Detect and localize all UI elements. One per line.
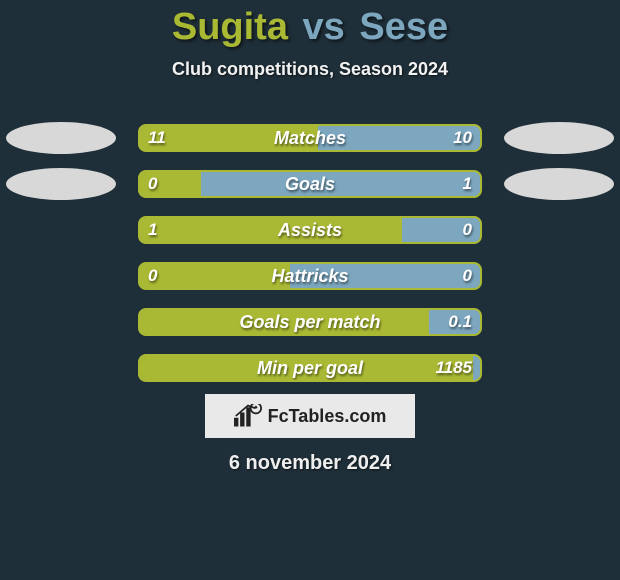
stat-value-left: 0 — [148, 264, 157, 288]
stat-bar-fill — [140, 126, 318, 150]
fctables-label: FcTables.com — [268, 406, 387, 427]
stat-bar: 1185Min per goal — [138, 354, 482, 382]
player2-ellipse — [504, 122, 614, 154]
stat-bar: 0.1Goals per match — [138, 308, 482, 336]
stat-row: 10Assists — [0, 208, 620, 254]
stat-row: 00Hattricks — [0, 254, 620, 300]
stat-bar-fill — [140, 356, 473, 380]
title-player1: Sugita — [172, 6, 288, 48]
stat-value-left: 11 — [148, 126, 166, 150]
stat-row: 0.1Goals per match — [0, 300, 620, 346]
page-title: Sugita vs Sese — [0, 0, 620, 49]
player1-ellipse — [6, 122, 116, 154]
stat-bar-fill — [140, 264, 290, 288]
stat-value-right: 1185 — [435, 356, 472, 380]
generated-date: 6 november 2024 — [0, 452, 620, 475]
stat-row: 1185Min per goal — [0, 346, 620, 392]
title-vs: vs — [303, 6, 345, 48]
stat-row: 1110Matches — [0, 116, 620, 162]
stat-value-left: 1 — [148, 218, 157, 242]
stat-bar: 01Goals — [138, 170, 482, 198]
stat-bar-fill — [140, 218, 402, 242]
fctables-badge: FcTables.com — [205, 394, 415, 438]
comparison-chart: 1110Matches01Goals10Assists00Hattricks0.… — [0, 116, 620, 392]
stat-bar: 1110Matches — [138, 124, 482, 152]
player2-ellipse — [504, 168, 614, 200]
subtitle: Club competitions, Season 2024 — [0, 59, 620, 80]
player1-ellipse — [6, 168, 116, 200]
stat-value-right: 1 — [463, 172, 472, 196]
stat-value-left: 0 — [148, 172, 157, 196]
fctables-icon — [234, 404, 262, 428]
stat-bar: 10Assists — [138, 216, 482, 244]
title-player2: Sese — [359, 6, 448, 48]
stat-row: 01Goals — [0, 162, 620, 208]
stat-bar-fill — [140, 310, 429, 334]
stat-value-right: 0.1 — [448, 310, 472, 334]
stat-value-right: 10 — [453, 126, 472, 150]
stat-value-right: 0 — [463, 218, 472, 242]
stat-value-right: 0 — [463, 264, 472, 288]
stat-bar: 00Hattricks — [138, 262, 482, 290]
